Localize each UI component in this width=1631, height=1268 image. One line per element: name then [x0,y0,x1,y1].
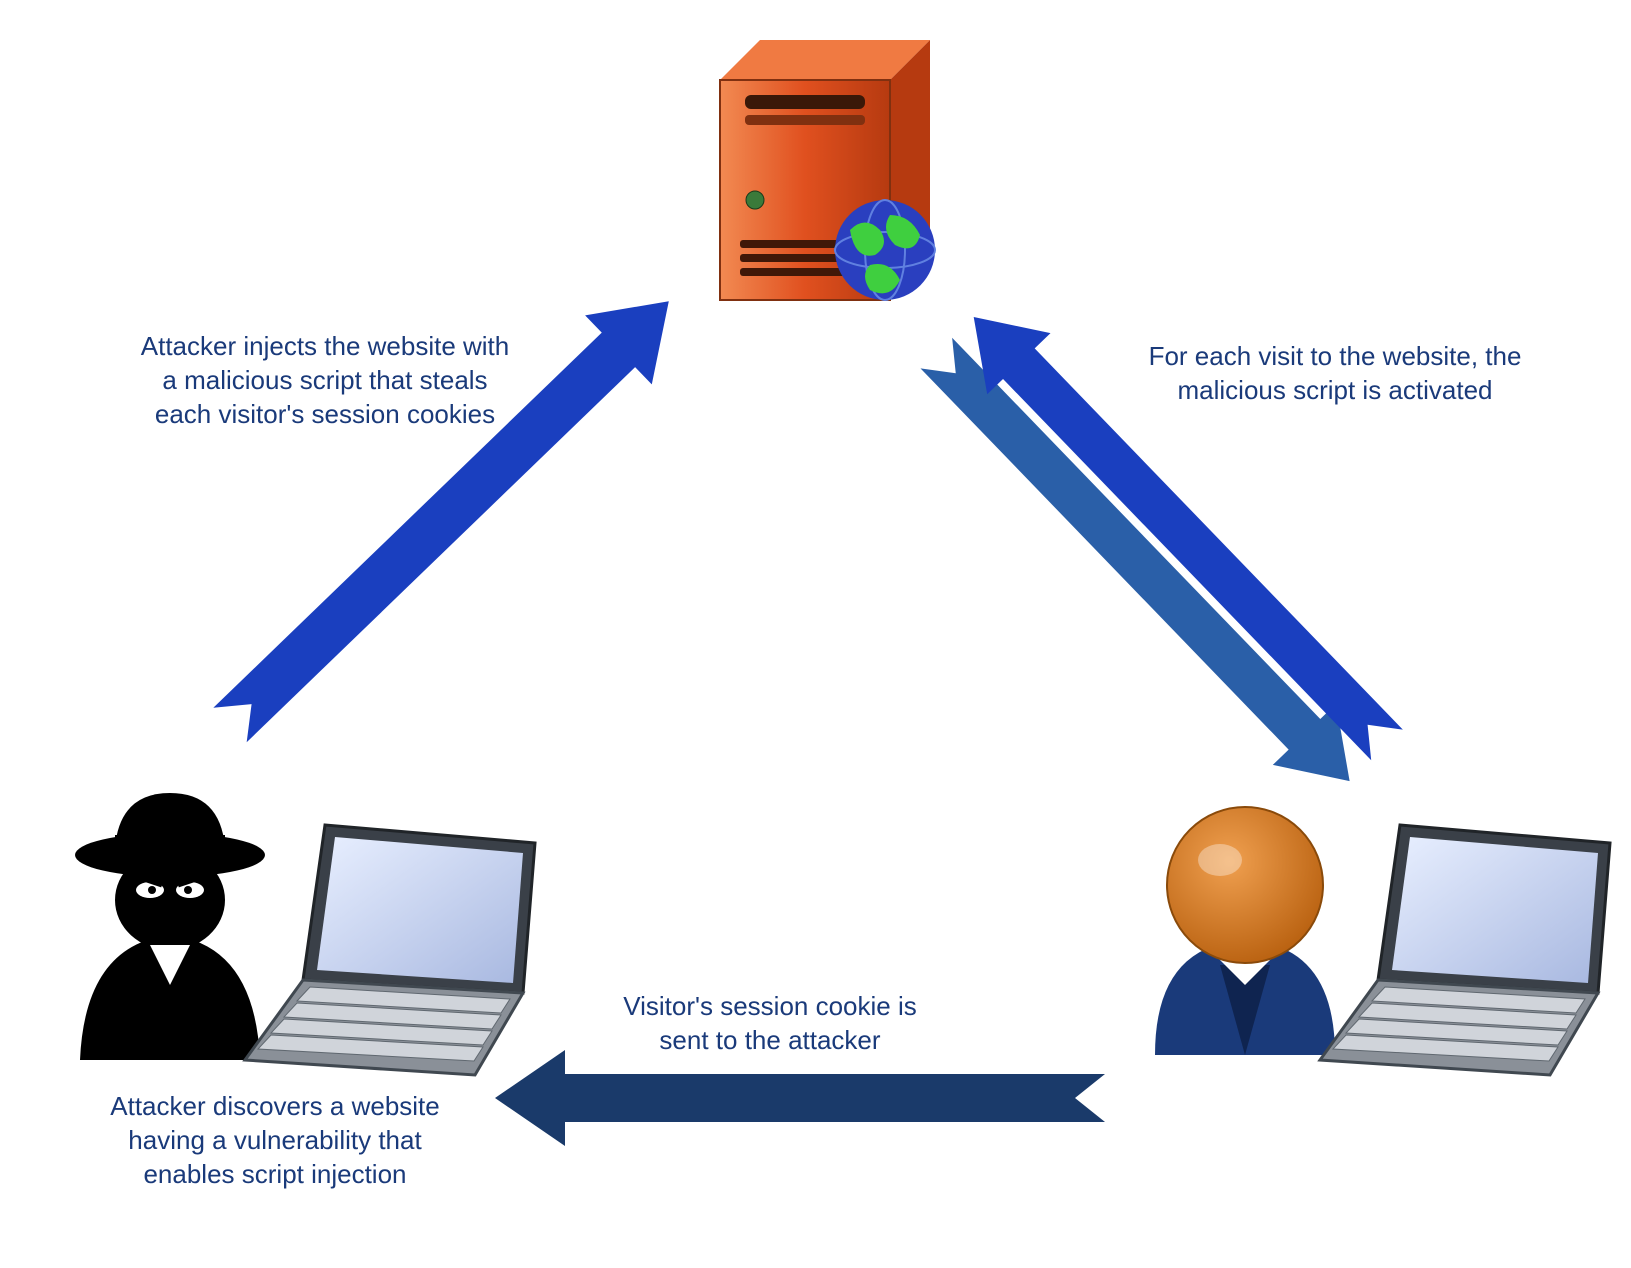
attacker-node [75,793,535,1075]
visitor-laptop-icon [1320,825,1610,1075]
label-attacker-desc: Attacker discovers a website having a vu… [75,1090,475,1191]
arrow-steal [495,1050,1105,1146]
server-node [720,40,935,300]
visitor-icon [1155,807,1335,1055]
label-steal: Visitor's session cookie is sent to the … [570,990,970,1058]
diagram-canvas [0,0,1631,1268]
label-visit: For each visit to the website, the malic… [1120,340,1550,408]
visitor-node [1155,807,1610,1075]
attacker-icon [75,793,265,1060]
label-inject: Attacker injects the website with a mali… [110,330,540,431]
attacker-laptop-icon [245,825,535,1075]
